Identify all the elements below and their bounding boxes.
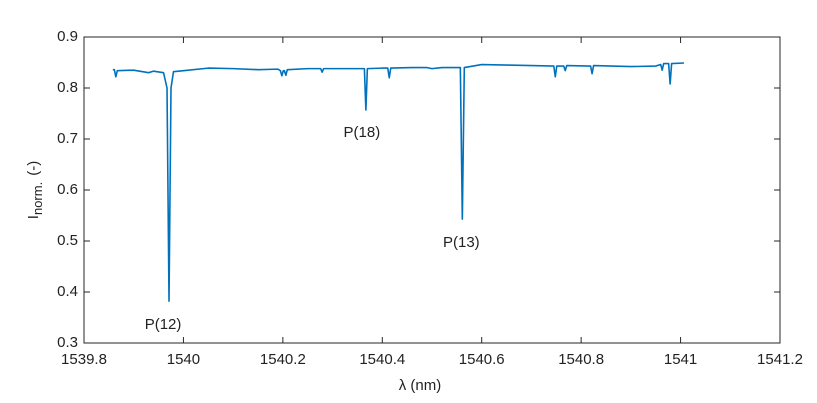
x-tick-label: 1540: [167, 351, 200, 368]
y-label-symbol: I: [25, 215, 42, 219]
y-tick-label: 0.9: [57, 28, 78, 45]
y-tick-label: 0.4: [57, 283, 78, 300]
x-axis-label: λ (nm): [399, 377, 442, 394]
annotation: P(12): [145, 316, 182, 333]
x-tick-label: 1540.8: [558, 351, 604, 368]
y-axis-label: Inorm. (-): [25, 161, 45, 219]
annotation: P(18): [344, 124, 381, 141]
y-tick-label: 0.5: [57, 232, 78, 249]
plot-area: [83, 36, 781, 344]
x-tick-label: 1541.2: [757, 351, 803, 368]
x-tick-label: 1540.4: [359, 351, 405, 368]
x-tick-label: 1541: [664, 351, 697, 368]
x-tick-label: 1540.6: [459, 351, 505, 368]
y-label-subscript: norm.: [30, 182, 45, 215]
y-tick-label: 0.8: [57, 79, 78, 96]
spectrum-line: [112, 62, 685, 302]
y-tick-label: 0.6: [57, 181, 78, 198]
x-tick-label: 1539.8: [61, 351, 107, 368]
y-tick-label: 0.7: [57, 130, 78, 147]
y-label-unit: (-): [25, 161, 42, 176]
y-tick-label: 0.3: [57, 334, 78, 351]
x-tick-label: 1540.2: [260, 351, 306, 368]
annotation: P(13): [443, 234, 480, 251]
